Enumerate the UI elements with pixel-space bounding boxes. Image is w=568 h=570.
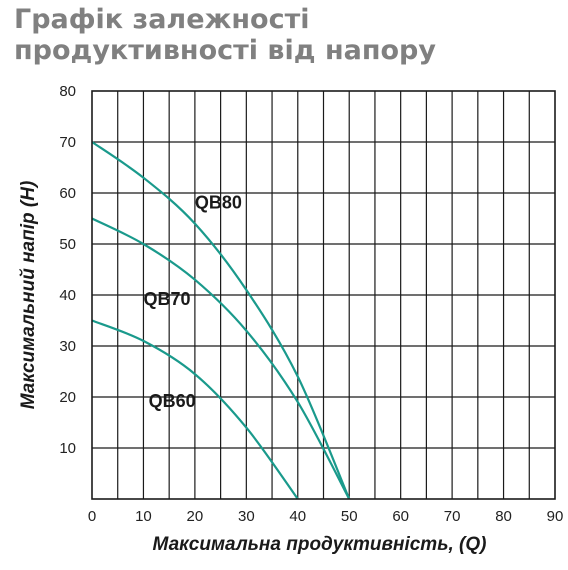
x-tick-label: 40	[289, 508, 306, 525]
grid	[92, 91, 555, 499]
series-line-qb80	[91, 141, 351, 500]
series-lines	[91, 141, 351, 500]
y-axis-label: Максимальний напір (H)	[18, 181, 39, 410]
series-label-qb70: QB70	[143, 289, 190, 309]
x-tick-label: 0	[88, 508, 96, 525]
series-line-qb70	[91, 217, 351, 500]
x-tick-label: 70	[444, 508, 461, 525]
y-tick-label: 10	[59, 440, 76, 457]
x-axis-label: Максимальна продуктивність, (Q)	[153, 534, 487, 555]
series-labels: QB80 QB70 QB60	[143, 192, 241, 411]
series-line-qb60	[91, 319, 299, 500]
y-tick-labels: 10 20 30 40 50 60 70 80	[59, 83, 76, 457]
plot-frame	[91, 90, 556, 500]
series-label-qb60: QB60	[149, 391, 196, 411]
y-tick-label: 40	[59, 287, 76, 304]
x-tick-label: 80	[495, 508, 512, 525]
x-tick-label: 10	[135, 508, 152, 525]
chart-title: Графік залежності продуктивності від нап…	[14, 4, 436, 66]
y-tick-label: 50	[59, 236, 76, 253]
y-tick-label: 60	[59, 185, 76, 202]
y-tick-label: 70	[59, 134, 76, 151]
y-tick-label: 20	[59, 389, 76, 406]
series-label-qb80: QB80	[195, 192, 242, 212]
x-tick-label: 60	[392, 508, 409, 525]
x-tick-label: 90	[547, 508, 564, 525]
x-tick-label: 20	[187, 508, 204, 525]
y-tick-label: 30	[59, 338, 76, 355]
y-tick-label: 80	[59, 83, 76, 100]
x-tick-label: 30	[238, 508, 255, 525]
x-tick-label: 50	[341, 508, 358, 525]
x-tick-labels: 0 10 20 30 40 50 60 70 80 90	[88, 508, 564, 525]
